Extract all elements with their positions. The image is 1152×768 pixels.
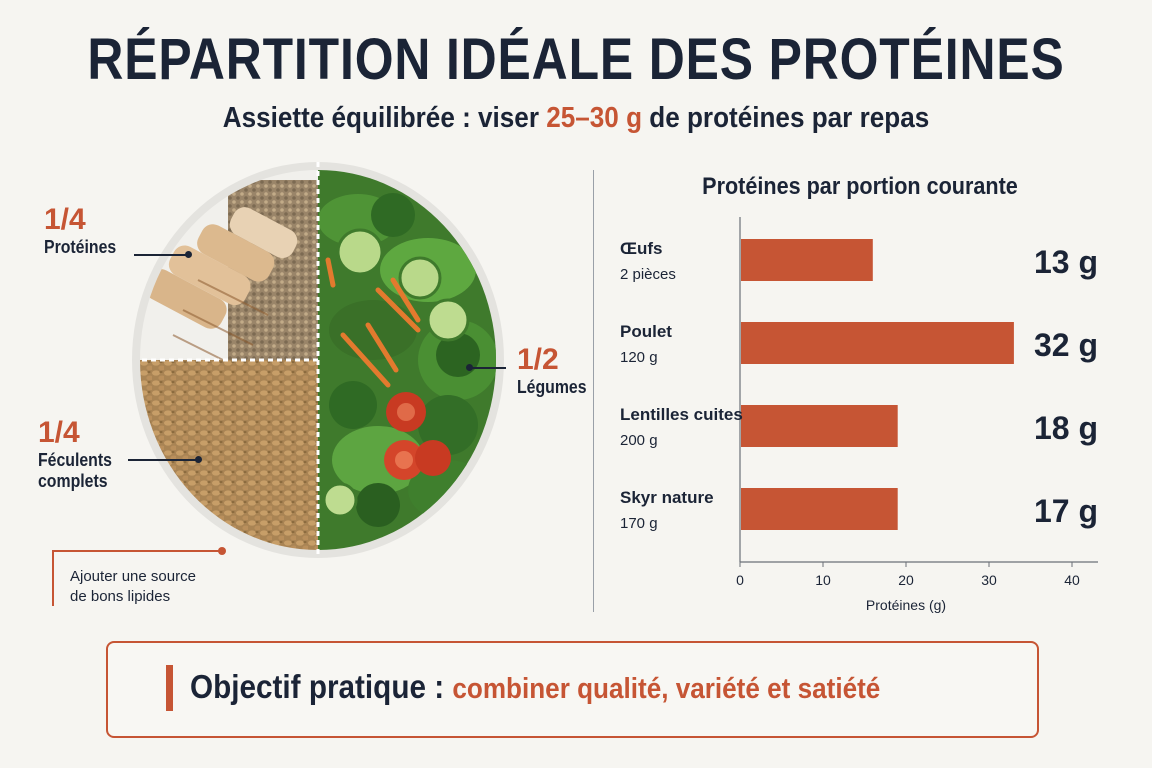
plate-illustration [128,160,510,560]
chart-title: Protéines par portion courante [702,173,1018,200]
page-title: RÉPARTITION IDÉALE DES PROTÉINES [87,27,1065,92]
objective-accent-bar [166,665,173,711]
proteins-label: 1/4 Protéines [44,203,126,258]
subtitle-highlight: 25–30 g [546,102,643,134]
chart-portion-label: 170 g [620,515,658,532]
chart-bar [741,322,1014,364]
chart-category-label: Skyr nature [620,488,714,507]
chart-x-tick-label: 10 [815,572,831,588]
lipids-note: Ajouter une source de bons lipides [70,567,250,607]
carrots [325,257,421,388]
vegetables-label: 1/2 Légumes [517,343,596,398]
objective-lead: Objectif pratique : [190,668,445,705]
chart-category-label: Lentilles cuites [620,405,743,424]
page-subtitle: Assiette équilibrée : viser 25–30 g de p… [58,102,1095,135]
chart-value-label: 17 g [1034,493,1098,529]
starches-text-line1: Féculents [38,450,112,470]
chart-portion-label: 200 g [620,432,658,449]
subtitle-text-after: de protéines par repas [642,102,930,134]
chart-bar [741,488,898,530]
chart-value-label: 32 g [1034,327,1098,363]
chart-bar [741,239,873,281]
chart-x-tick-label: 30 [981,572,997,588]
chart-x-tick-label: 20 [898,572,914,588]
objective-box [106,641,1039,738]
chart-x-axis-label: Protéines (g) [866,597,946,613]
chart-value-label: 18 g [1034,410,1098,446]
starches-text-line2: complets [38,471,108,491]
subtitle-text-before: Assiette équilibrée : viser [222,102,547,134]
chart-x-tick-label: 0 [736,572,744,588]
vegetables-text: Légumes [517,377,587,397]
lipids-note-bracket [52,547,226,606]
proteins-leader-line [134,251,192,258]
lipids-note-line1: Ajouter une source [70,568,196,585]
starches-label: 1/4 Féculents complets [38,416,122,492]
chart-category-label: Œufs [620,239,663,258]
plate-graphic [132,162,504,558]
vegetables-fraction: 1/2 [517,343,559,376]
chart-portion-label: 2 pièces [620,266,676,283]
chart-x-tick-label: 40 [1064,572,1080,588]
objective-text: Objectif pratique : combiner qualité, va… [190,668,880,706]
chart-value-label: 13 g [1034,244,1098,280]
protein-bar-chart: 0 10 20 30 40 Protéines (g) Œufs 2 pièces 13 g Po… [620,217,1098,613]
chart-bar [741,405,898,447]
broccoli [329,193,480,527]
proteins-fraction: 1/4 [44,203,86,236]
chicken-slices [145,207,298,366]
starches-leader-line [128,456,202,463]
proteins-text: Protéines [44,237,117,257]
tomatoes [384,392,451,480]
chart-category-label: Poulet [620,322,672,341]
vegetables-leader-line [470,367,506,369]
lipids-note-line2: de bons lipides [70,588,171,605]
section-divider [593,170,594,612]
starches-fraction: 1/4 [38,416,80,449]
chart-portion-label: 120 g [620,349,658,366]
cucumbers [322,228,470,518]
objective-rest: combiner qualité, variété et satiété [452,673,881,705]
